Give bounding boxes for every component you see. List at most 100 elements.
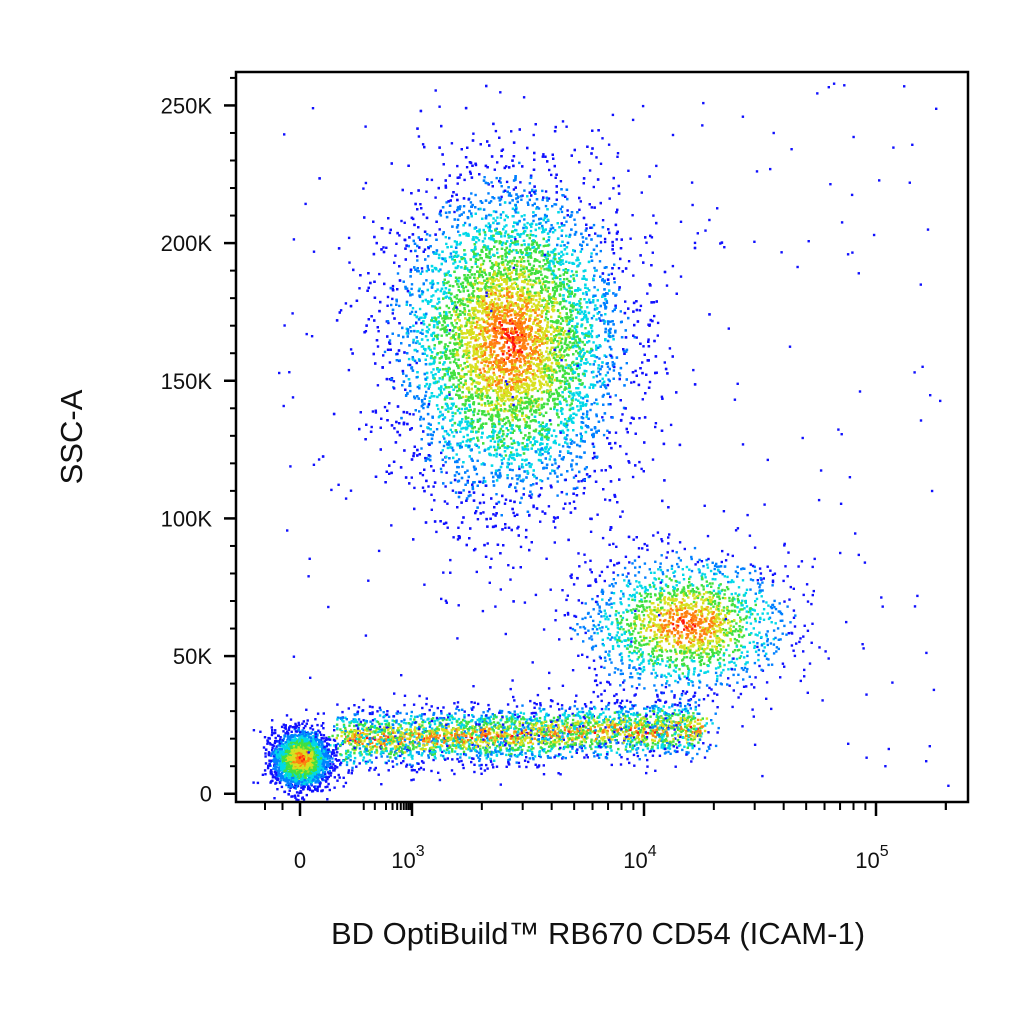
event-dot xyxy=(439,211,442,214)
event-dot xyxy=(565,400,568,403)
event-dot xyxy=(514,211,517,214)
event-dot xyxy=(601,377,604,380)
event-dot xyxy=(575,341,579,344)
event-dot xyxy=(519,545,523,549)
event-dot xyxy=(448,433,451,437)
event-dot xyxy=(435,530,438,534)
event-dot xyxy=(371,410,375,413)
event-dot xyxy=(547,505,551,508)
event-dot xyxy=(418,410,421,413)
event-dot xyxy=(582,275,586,278)
event-dot xyxy=(499,255,502,258)
event-dot xyxy=(523,189,526,192)
event-dot xyxy=(602,433,606,437)
event-dot xyxy=(506,395,509,398)
event-dot xyxy=(506,476,509,480)
event-dot xyxy=(607,273,610,276)
event-dot xyxy=(488,354,491,357)
event-dot xyxy=(604,374,608,377)
event-dot xyxy=(565,371,568,375)
event-dot xyxy=(609,320,612,323)
event-dot xyxy=(419,415,423,419)
event-dot xyxy=(339,309,343,312)
event-dot xyxy=(566,442,569,445)
event-dot xyxy=(410,287,413,291)
event-dot xyxy=(549,472,552,475)
event-dot xyxy=(519,348,522,351)
event-dot xyxy=(508,377,511,380)
event-dot xyxy=(499,588,502,591)
event-dot xyxy=(518,418,522,421)
event-dot xyxy=(450,402,454,405)
event-dot xyxy=(499,216,502,219)
event-dot xyxy=(502,443,505,447)
event-dot xyxy=(558,356,562,360)
event-dot xyxy=(412,217,415,221)
event-dot xyxy=(521,289,524,292)
event-dot xyxy=(556,379,559,382)
event-dot xyxy=(507,564,510,567)
event-dot xyxy=(519,385,522,388)
event-dot xyxy=(478,233,481,236)
event-dot xyxy=(499,213,503,216)
event-dot xyxy=(594,304,597,307)
event-dot xyxy=(572,273,575,277)
event-dot xyxy=(515,249,518,252)
event-dot xyxy=(566,277,569,281)
event-dot xyxy=(440,470,443,474)
event-dot xyxy=(466,423,469,426)
event-dot xyxy=(503,225,506,228)
event-dot xyxy=(579,243,582,246)
event-dot xyxy=(528,362,532,366)
event-dot xyxy=(529,254,532,257)
event-dot xyxy=(592,376,595,379)
event-dot xyxy=(505,180,509,184)
event-dot xyxy=(538,387,542,391)
event-dot xyxy=(654,425,657,429)
event-dot xyxy=(413,313,416,317)
event-dot xyxy=(432,430,435,434)
event-dot xyxy=(618,288,621,291)
event-dot xyxy=(535,207,538,210)
event-dot xyxy=(510,262,514,265)
event-dot xyxy=(443,437,446,440)
event-dot xyxy=(500,370,503,374)
event-dot xyxy=(592,223,596,227)
event-dot xyxy=(492,210,496,213)
event-dot xyxy=(554,274,557,278)
event-dot xyxy=(487,192,490,195)
event-dot xyxy=(460,369,464,372)
event-dot xyxy=(470,249,473,252)
event-dot xyxy=(464,415,467,418)
event-dot xyxy=(671,264,675,268)
event-dot xyxy=(547,448,550,451)
event-dot xyxy=(552,286,555,290)
event-dot xyxy=(656,321,660,325)
event-dot xyxy=(590,252,593,255)
event-dot xyxy=(527,438,531,441)
event-dot xyxy=(435,317,438,320)
event-dot xyxy=(468,316,471,320)
event-dot xyxy=(476,323,479,326)
event-dot xyxy=(544,204,548,208)
event-dot xyxy=(437,407,440,411)
event-dot xyxy=(584,424,588,427)
event-dot xyxy=(473,243,476,246)
event-dot xyxy=(590,226,594,229)
event-dot xyxy=(442,435,445,438)
event-dot xyxy=(631,214,634,217)
event-dot xyxy=(507,285,510,289)
event-dot xyxy=(536,389,540,393)
event-dot xyxy=(613,263,616,266)
event-dot xyxy=(466,281,470,285)
event-dot xyxy=(576,405,579,408)
event-dot xyxy=(458,326,462,329)
event-dot xyxy=(548,385,552,388)
event-dot xyxy=(419,424,423,428)
event-dot xyxy=(489,200,493,203)
event-dot xyxy=(488,259,492,263)
event-dot xyxy=(568,502,571,505)
event-dot xyxy=(584,327,587,330)
event-dot xyxy=(501,254,504,258)
event-dot xyxy=(566,445,569,448)
